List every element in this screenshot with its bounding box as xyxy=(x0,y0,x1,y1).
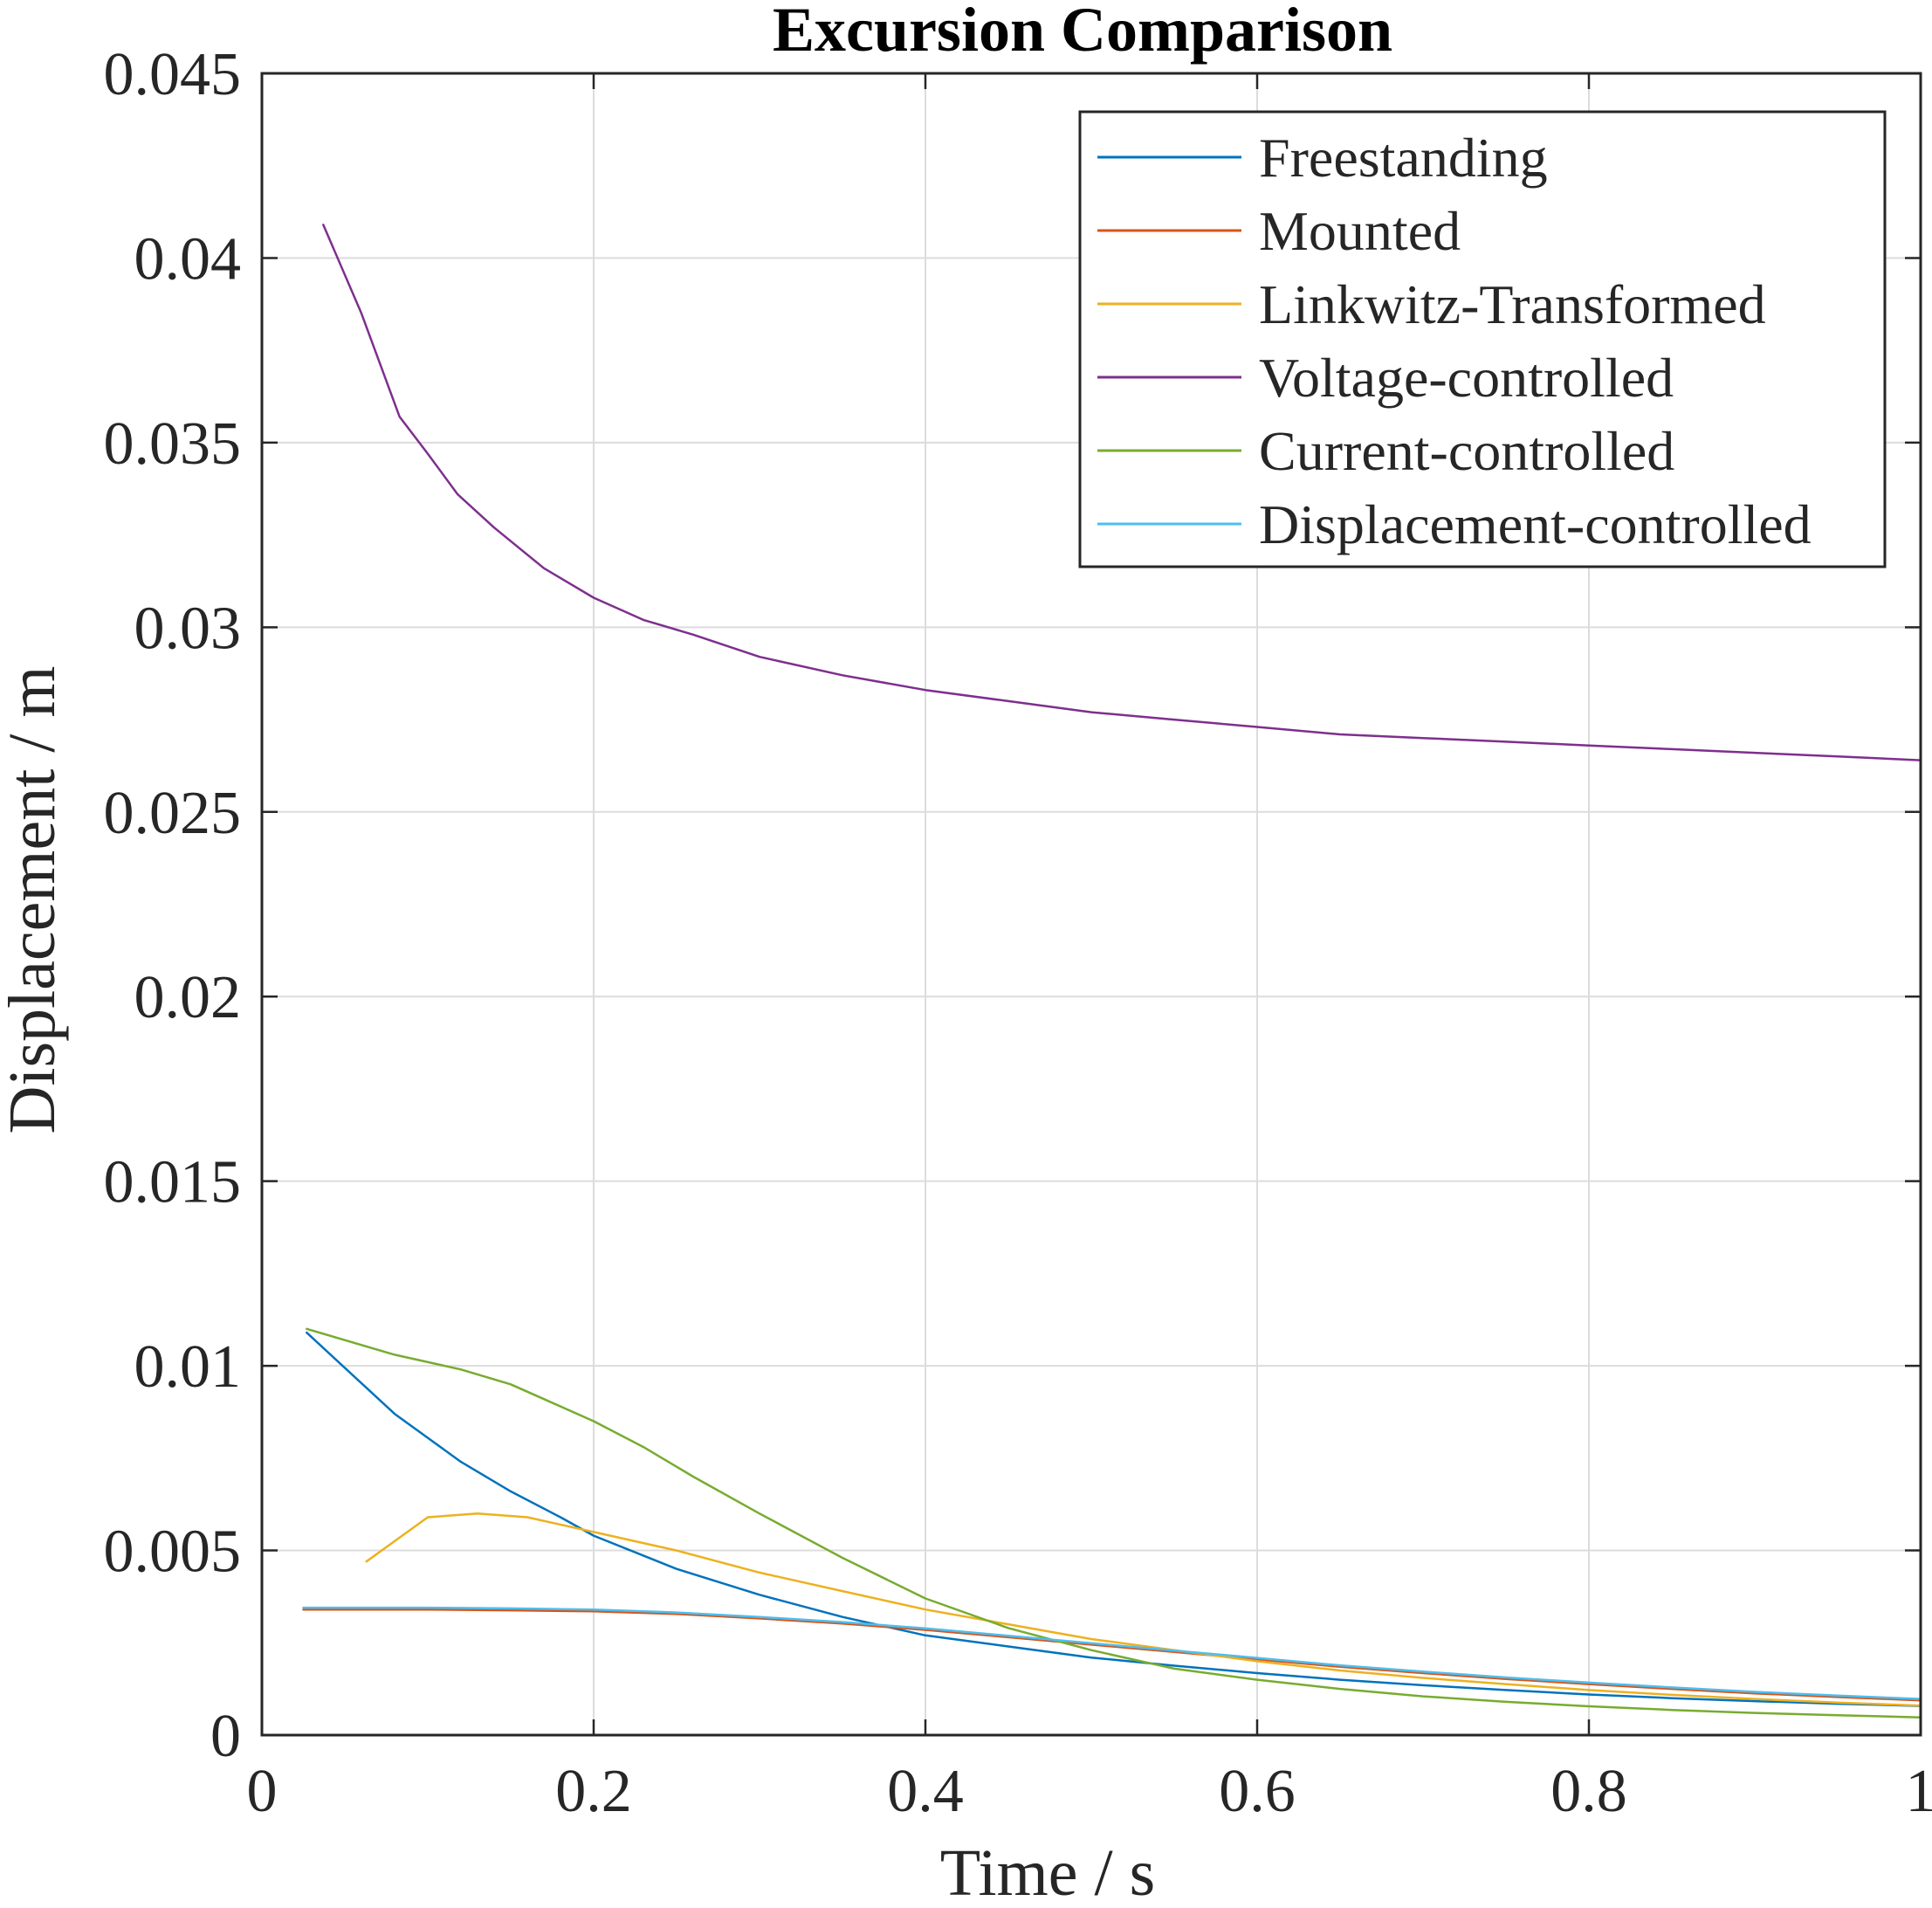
x-tick-label: 0.8 xyxy=(1550,1758,1627,1825)
y-tick-label: 0 xyxy=(210,1703,241,1770)
x-tick-label: 1 xyxy=(1906,1758,1932,1825)
legend-label-mounted: Mounted xyxy=(1259,200,1461,262)
y-tick-label: 0.015 xyxy=(104,1149,242,1216)
y-tick-label: 0.025 xyxy=(104,780,242,847)
series-line-displacement-controlled xyxy=(302,1606,1922,1700)
legend-label-linkwitz-transformed: Linkwitz-Transformed xyxy=(1259,273,1766,335)
y-tick-label: 0.01 xyxy=(134,1333,242,1401)
series-line-voltage-controlled xyxy=(322,224,1922,761)
x-tick-label: 0.2 xyxy=(555,1758,632,1825)
x-axis-label: Time / s xyxy=(940,1836,1155,1908)
legend-label-voltage-controlled: Voltage-controlled xyxy=(1259,347,1674,409)
series-group xyxy=(302,224,1922,1719)
series-line-mounted xyxy=(302,1608,1922,1702)
y-tick-label: 0.04 xyxy=(134,225,242,293)
y-axis-label: Displacement / m xyxy=(0,665,69,1133)
y-tick-label: 0.005 xyxy=(104,1519,242,1586)
legend-box xyxy=(1078,110,1887,568)
y-tick-label: 0.02 xyxy=(134,964,242,1031)
legend-label-current-controlled: Current-controlled xyxy=(1259,420,1674,482)
series-line-current-controlled xyxy=(306,1327,1922,1719)
series-line-freestanding xyxy=(306,1331,1922,1707)
x-tick-label: 0.4 xyxy=(887,1758,964,1825)
chart-title: Excursion Comparison xyxy=(773,0,1392,65)
x-tick-label: 0 xyxy=(247,1758,278,1825)
y-tick-label: 0.045 xyxy=(104,41,242,108)
y-tick-label: 0.035 xyxy=(104,410,242,478)
y-tick-label: 0.03 xyxy=(134,595,242,662)
plot-area-frame xyxy=(260,72,1922,1737)
legend-label-freestanding: Freestanding xyxy=(1259,127,1548,189)
legend-label-displacement-controlled: Displacement-controlled xyxy=(1259,493,1812,555)
axis-ticks: 0 0.2 0.4 0.6 0.8 1 0 0.005 0.01 0.015 0.02 0.025 0.… xyxy=(104,41,1932,1825)
legend: Freestanding Mounted Linkwitz-Transformed V… xyxy=(1078,110,1887,568)
x-tick-label: 0.6 xyxy=(1219,1758,1296,1825)
series-line-linkwitz-transformed xyxy=(365,1512,1922,1707)
